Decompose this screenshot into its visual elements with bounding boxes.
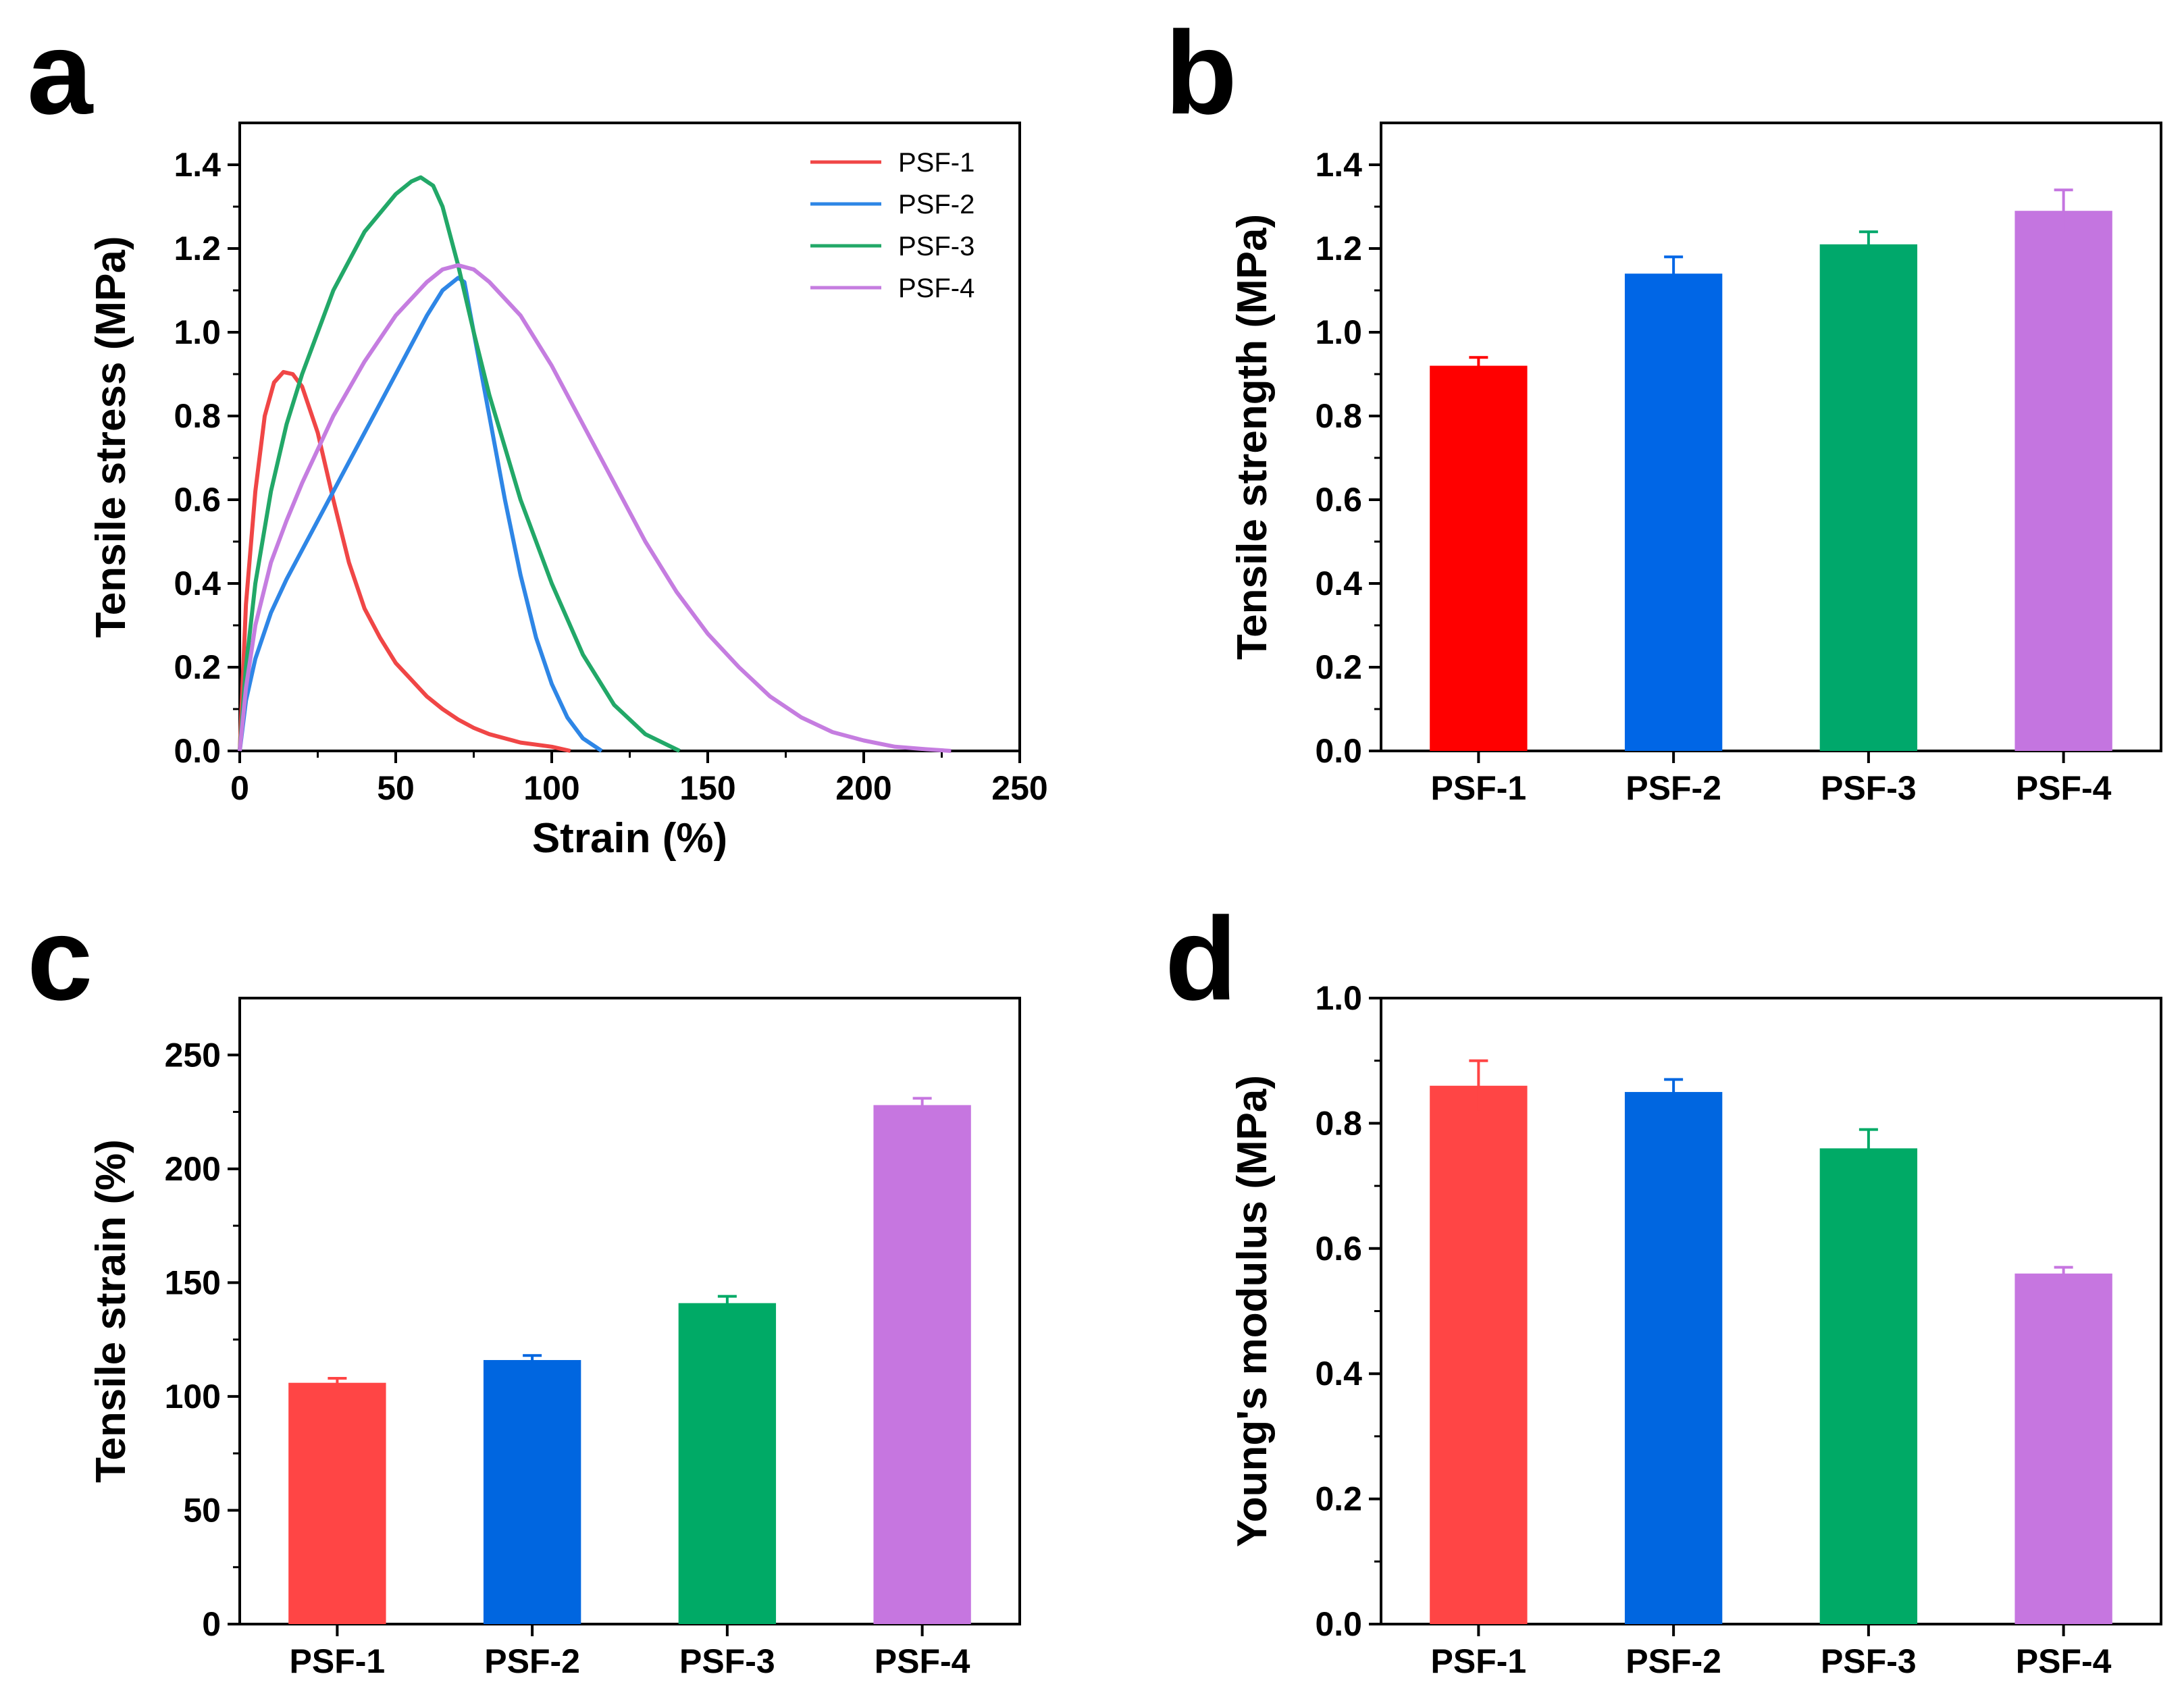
x-category-label: PSF-4: [875, 1642, 970, 1680]
x-tick-label: 0: [230, 769, 249, 807]
y-tick-label: 0.0: [174, 732, 221, 770]
y-tick-label: 0.4: [174, 565, 221, 602]
y-axis-label: Tensile strength (MPa): [1229, 214, 1276, 660]
y-axis-label: Tensile strain (%): [88, 1139, 134, 1483]
bar-psf-2: [1624, 273, 1723, 751]
y-tick-label: 1.2: [174, 230, 221, 267]
bar-psf-4: [873, 1105, 971, 1624]
bar-psf-2: [483, 1359, 581, 1624]
bar-psf-1: [1430, 1085, 1528, 1624]
legend-label: PSF-2: [898, 190, 974, 219]
panel-letter-b: b: [1165, 7, 1237, 139]
x-tick-label: 150: [679, 769, 735, 807]
x-category-label: PSF-3: [1821, 1642, 1917, 1680]
x-category-label: PSF-2: [1626, 1642, 1721, 1680]
bar-psf-3: [1819, 244, 1918, 751]
y-tick-label: 0.4: [1315, 565, 1362, 602]
x-tick-label: 50: [377, 769, 415, 807]
legend-label: PSF-1: [898, 148, 974, 178]
bar-psf-2: [1624, 1092, 1723, 1624]
x-category-label: PSF-2: [1626, 769, 1721, 807]
y-tick-label: 0.8: [1315, 1104, 1362, 1142]
bar-psf-3: [678, 1303, 777, 1624]
y-axis-label: Tensile stress (MPa): [88, 236, 134, 638]
y-tick-label: 0.0: [1315, 732, 1362, 770]
y-tick-label: 50: [183, 1491, 221, 1529]
y-tick-label: 0.2: [1315, 648, 1362, 686]
x-tick-label: 200: [835, 769, 891, 807]
x-category-label: PSF-3: [679, 1642, 775, 1680]
legend-label: PSF-4: [898, 273, 974, 303]
panel-letter-a: a: [27, 7, 94, 139]
y-tick-label: 0: [202, 1605, 221, 1643]
y-tick-label: 0.2: [1315, 1480, 1362, 1518]
panel-d-bar-chart: 0.0 0.2 0.4 0.6 0.8 1.0 Young's modulus (MPa) P…: [1229, 979, 2162, 1680]
y-tick-label: 0.2: [174, 648, 221, 686]
x-category-label: PSF-1: [1431, 1642, 1527, 1680]
y-tick-label: 1.0: [1315, 979, 1362, 1017]
bar-psf-4: [2014, 1273, 2112, 1624]
y-tick-label: 0.8: [174, 397, 221, 435]
x-category-label: PSF-4: [2016, 769, 2112, 807]
y-tick-label: 1.0: [1315, 313, 1362, 351]
y-tick-label: 1.4: [1315, 146, 1362, 184]
series-line-psf-4: [238, 263, 952, 753]
y-tick-label: 0.6: [1315, 481, 1362, 519]
plot-frame: [238, 997, 1021, 1625]
x-category-label: PSF-4: [2016, 1642, 2112, 1680]
y-tick-label: 0.8: [1315, 397, 1362, 435]
y-tick-label: 1.2: [1315, 230, 1362, 267]
bar-psf-4: [2014, 211, 2112, 751]
bar-psf-1: [1430, 365, 1528, 751]
x-category-label: PSF-1: [290, 1642, 386, 1680]
bar-psf-1: [288, 1382, 386, 1624]
y-tick-label: 100: [165, 1378, 221, 1415]
y-tick-label: 200: [165, 1150, 221, 1188]
y-tick-label: 250: [165, 1036, 221, 1074]
panel-c-bar-chart: 0 50 100 150 200 250 Tensile strain (%) PSF-1 PS…: [88, 997, 1021, 1680]
x-category-label: PSF-1: [1431, 769, 1527, 807]
bar-psf-3: [1819, 1148, 1918, 1624]
panel-letter-c: c: [27, 893, 93, 1025]
y-tick-label: 150: [165, 1263, 221, 1301]
plot-frame: [1380, 122, 2162, 752]
series-line-psf-2: [238, 276, 603, 753]
series-line-psf-1: [238, 369, 571, 753]
x-tick-label: 100: [523, 769, 579, 807]
y-tick-label: 0.6: [1315, 1230, 1362, 1268]
x-category-label: PSF-2: [484, 1642, 580, 1680]
x-category-label: PSF-3: [1821, 769, 1917, 807]
y-tick-label: 0.4: [1315, 1355, 1362, 1392]
panel-b-bar-chart: 0.0 0.2 0.4 0.6 0.8 1.0 1.2 1.4 Tensile strength…: [1229, 122, 2162, 807]
y-tick-label: 0.6: [174, 481, 221, 519]
y-tick-label: 1.4: [174, 146, 221, 184]
legend-label: PSF-3: [898, 232, 974, 261]
x-axis-label: Strain (%): [532, 815, 727, 862]
panel-a-line-chart: 0.0 0.2 0.4 0.6 0.8 1.0 1.2 1.4 Tensile stress (…: [88, 122, 1048, 862]
x-tick-label: 250: [991, 769, 1047, 807]
series-line-psf-3: [238, 175, 681, 753]
y-tick-label: 0.0: [1315, 1605, 1362, 1643]
panel-letter-d: d: [1165, 893, 1237, 1025]
y-axis-label: Young's modulus (MPa): [1229, 1075, 1276, 1547]
y-tick-label: 1.0: [174, 313, 221, 351]
